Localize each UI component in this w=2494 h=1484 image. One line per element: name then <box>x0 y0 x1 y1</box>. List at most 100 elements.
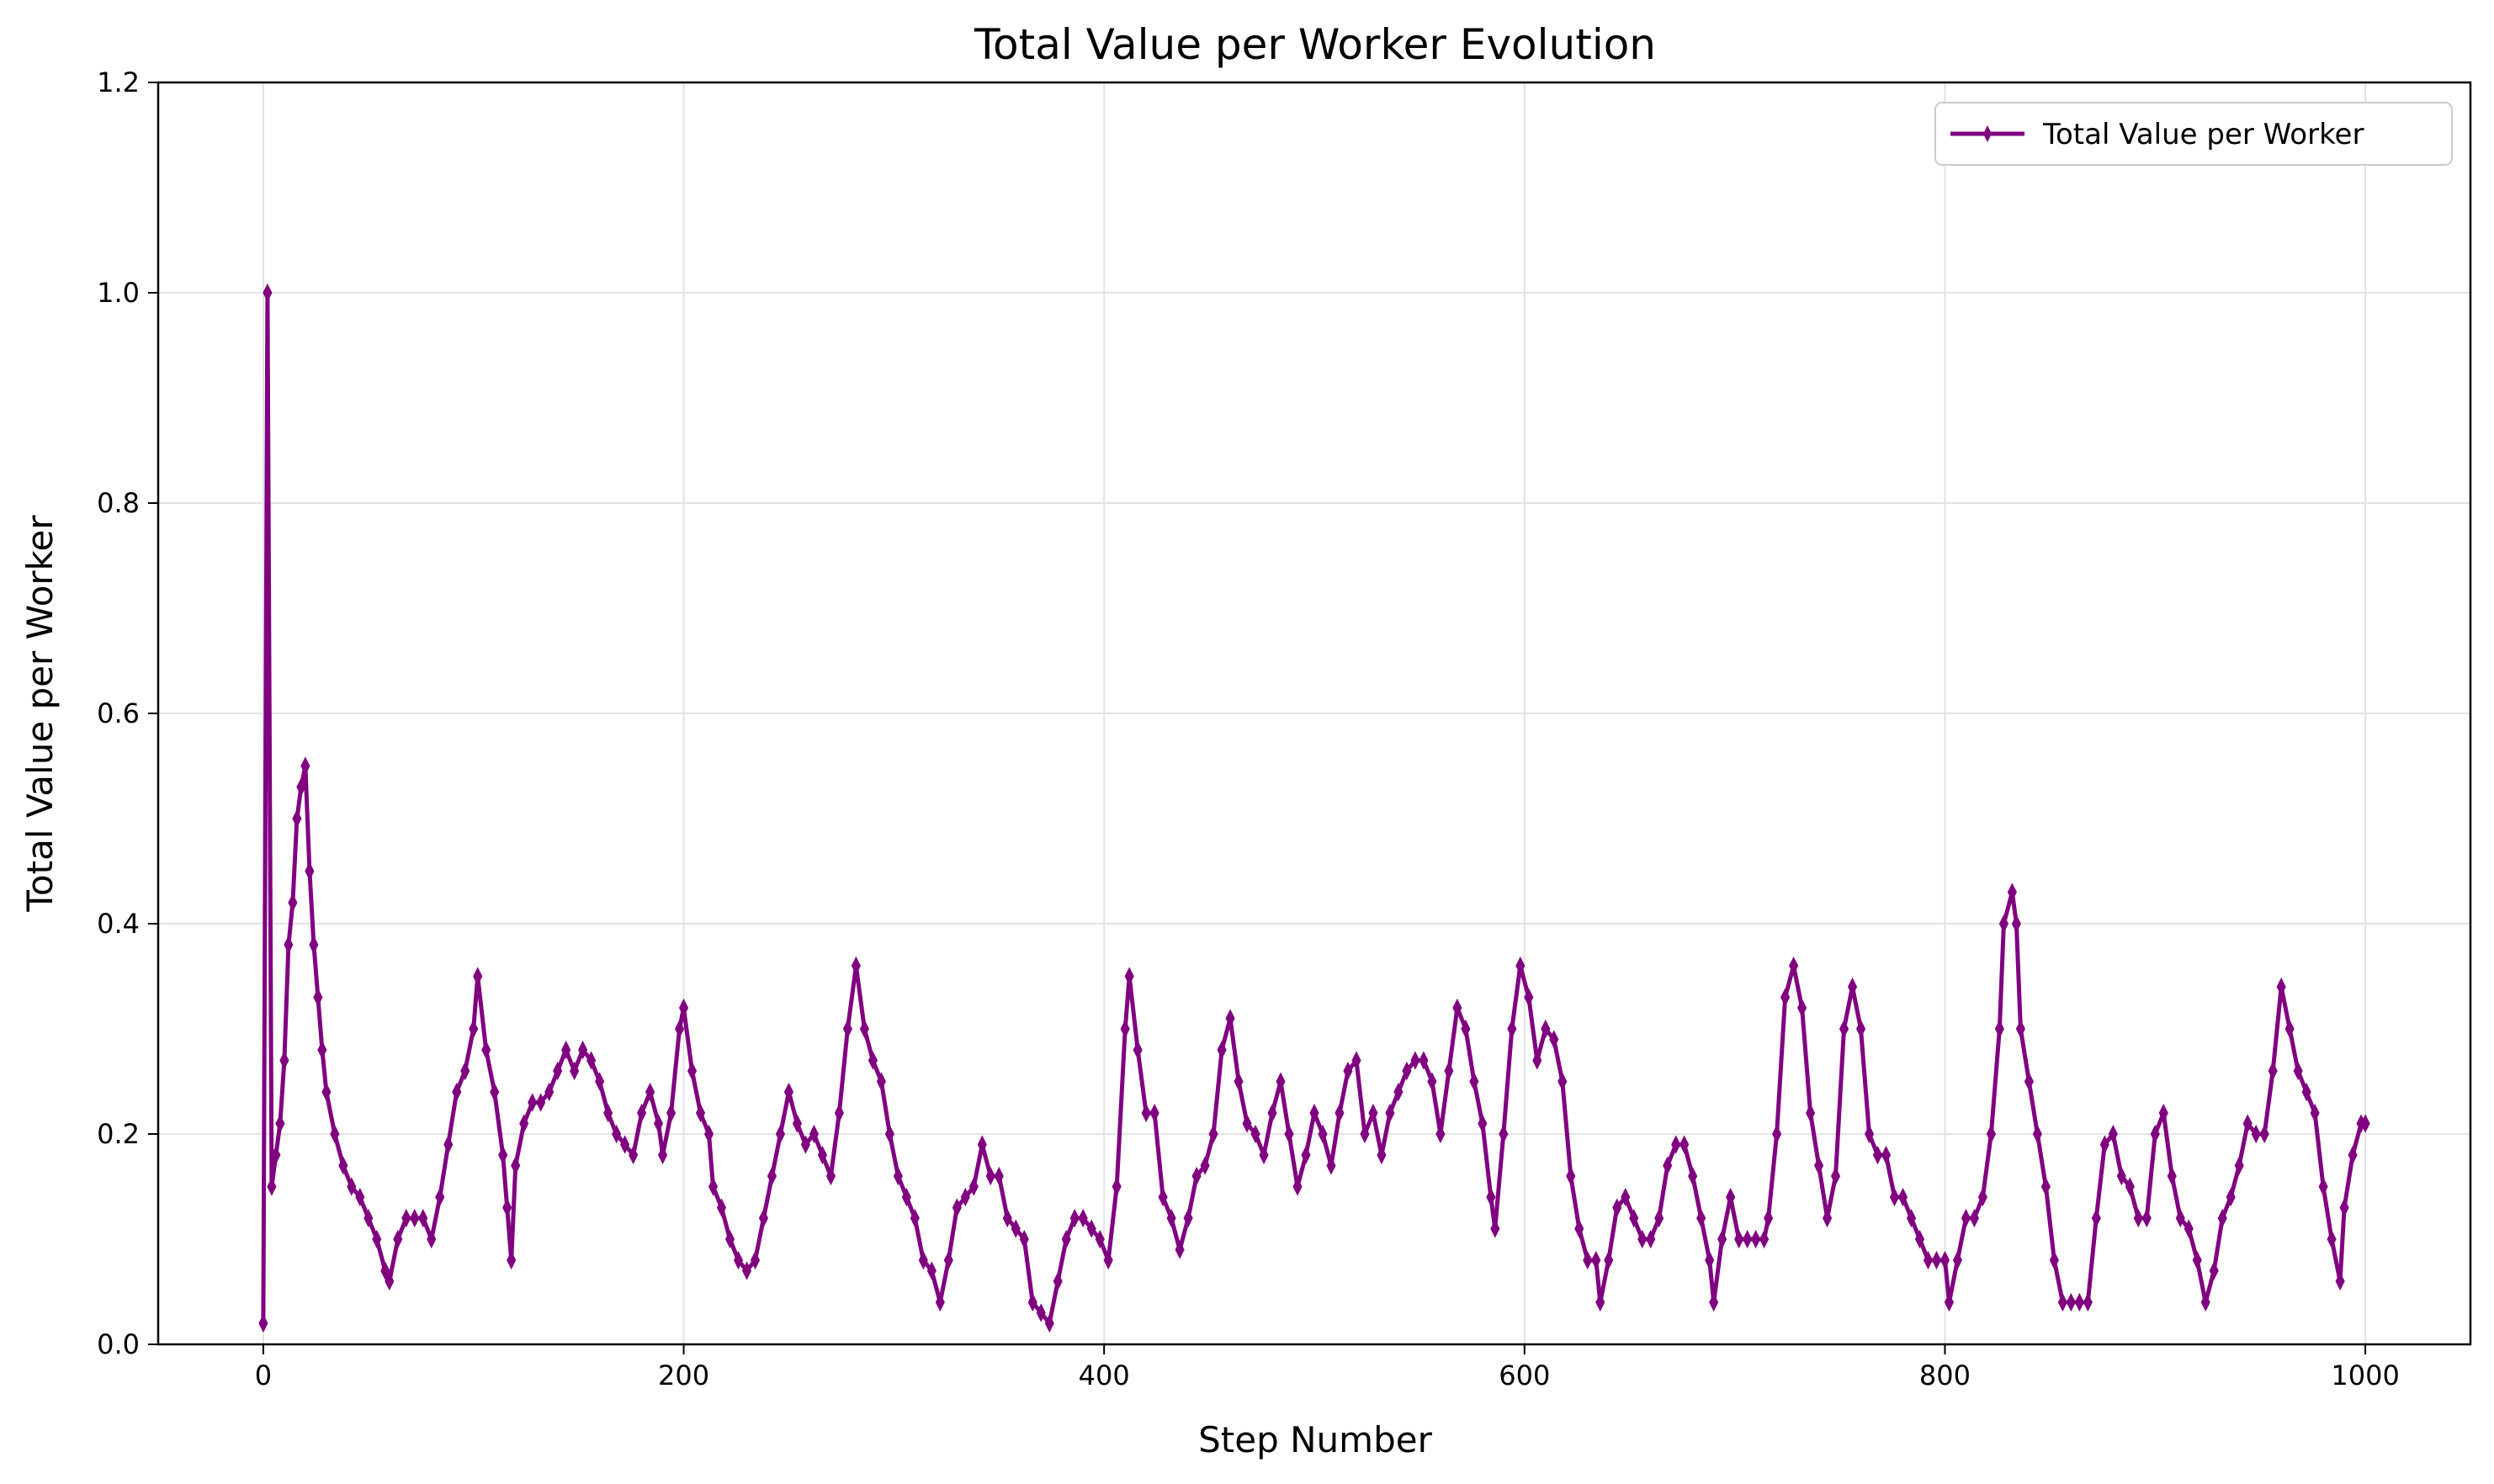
data-point <box>1402 1061 1412 1081</box>
data-point <box>2335 1271 2345 1291</box>
data-point <box>1242 1114 1252 1133</box>
data-point <box>1591 1250 1601 1270</box>
data-point <box>490 1082 500 1102</box>
data-point <box>612 1124 622 1144</box>
data-point <box>1385 1103 1395 1123</box>
data-point <box>519 1114 529 1133</box>
data-point <box>1183 1208 1193 1228</box>
data-point <box>372 1229 382 1249</box>
data-point <box>1427 1072 1437 1091</box>
data-point <box>2049 1250 2059 1270</box>
y-tick-label: 1.0 <box>97 277 140 309</box>
data-point <box>570 1061 580 1081</box>
data-point <box>1276 1072 1286 1091</box>
data-point <box>528 1093 538 1112</box>
data-point <box>1112 1177 1122 1196</box>
series-line <box>261 290 2366 1326</box>
data-point <box>2209 1261 2219 1280</box>
data-point <box>2141 1208 2152 1228</box>
data-point <box>1629 1208 1639 1228</box>
data-point <box>1515 956 1526 976</box>
data-point <box>1637 1229 1648 1249</box>
data-point <box>2032 1124 2042 1144</box>
data-point <box>1772 1124 1782 1144</box>
data-point <box>1726 1187 1736 1207</box>
data-point <box>994 1166 1004 1186</box>
data-point <box>2015 1019 2025 1039</box>
data-point <box>1717 1229 1727 1249</box>
data-point <box>842 1019 852 1039</box>
data-point <box>2268 1061 2278 1081</box>
data-point <box>926 1261 937 1280</box>
data-point <box>410 1208 420 1228</box>
data-point <box>1410 1051 1420 1070</box>
x-tick-label: 400 <box>1079 1359 1130 1391</box>
data-point <box>1360 1124 1370 1144</box>
data-point <box>1780 988 1791 1007</box>
data-point <box>1906 1208 1917 1228</box>
data-point <box>674 1019 685 1039</box>
data-point <box>1149 1103 1159 1123</box>
data-point <box>1969 1208 1979 1228</box>
data-point <box>851 956 861 976</box>
x-tick-label: 600 <box>1499 1359 1550 1391</box>
data-point <box>1061 1229 1071 1249</box>
data-point <box>2133 1208 2143 1228</box>
data-point <box>2024 1072 2034 1091</box>
data-point <box>313 988 323 1007</box>
data-point <box>1764 1208 1774 1228</box>
data-point <box>1872 1145 1883 1165</box>
data-point <box>1743 1229 1753 1249</box>
y-tick-label: 1.2 <box>97 66 140 98</box>
data-point <box>1881 1145 1892 1165</box>
data-point <box>1435 1124 1446 1144</box>
data-point <box>507 1250 517 1270</box>
data-point <box>284 935 294 955</box>
data-point <box>469 1019 479 1039</box>
data-point <box>321 1082 332 1102</box>
data-point <box>695 1103 706 1123</box>
data-point <box>427 1229 437 1249</box>
data-point <box>2108 1124 2118 1144</box>
data-point <box>1486 1187 1496 1207</box>
data-point <box>1191 1166 1202 1186</box>
data-point <box>1696 1208 1706 1228</box>
data-point <box>1166 1208 1176 1228</box>
data-point <box>1566 1166 1576 1186</box>
data-point <box>775 1124 786 1144</box>
data-point <box>868 1051 878 1070</box>
data-point <box>629 1145 639 1165</box>
data-point <box>952 1198 962 1217</box>
data-point <box>2301 1082 2311 1102</box>
data-point <box>498 1145 508 1165</box>
data-point <box>1789 956 1799 976</box>
data-point <box>2259 1124 2269 1144</box>
data-point <box>758 1208 769 1228</box>
data-point <box>1027 1292 1037 1312</box>
data-point <box>1124 967 1134 986</box>
data-point <box>1133 1040 1143 1060</box>
data-point <box>2184 1219 2194 1238</box>
data-point <box>859 1019 869 1039</box>
data-point <box>481 1040 491 1060</box>
data-point <box>296 777 306 797</box>
data-point <box>267 1177 277 1196</box>
data-point <box>1998 914 2008 934</box>
data-point <box>1986 1124 1996 1144</box>
data-point <box>733 1250 744 1270</box>
data-point <box>918 1250 928 1270</box>
data-point <box>1952 1250 1963 1270</box>
y-tick-label: 0.4 <box>97 908 140 940</box>
data-point <box>1806 1103 1816 1123</box>
data-point <box>2011 914 2021 934</box>
y-tick-label: 0.6 <box>97 697 140 729</box>
data-point <box>1419 1051 1429 1070</box>
data-point <box>1830 1166 1841 1186</box>
data-point <box>263 283 273 303</box>
data-point <box>767 1166 777 1186</box>
data-point <box>401 1208 411 1228</box>
data-point <box>1914 1229 1925 1249</box>
data-point <box>2234 1156 2244 1175</box>
data-point <box>305 861 315 881</box>
data-point <box>687 1061 698 1081</box>
